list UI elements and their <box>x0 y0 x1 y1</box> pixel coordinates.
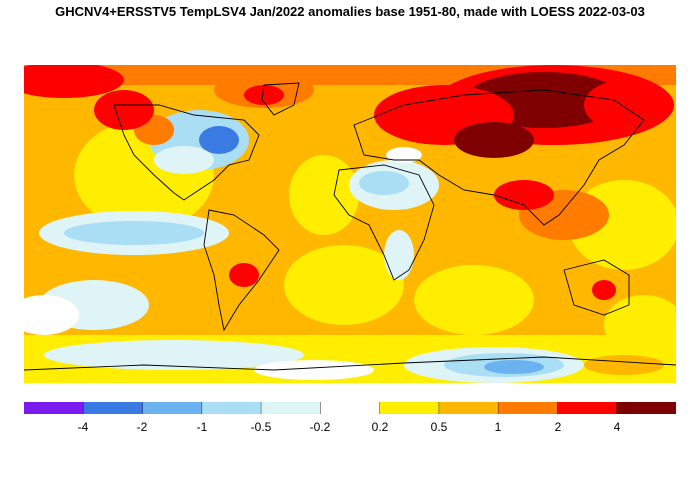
anomaly-region <box>592 280 616 300</box>
coastlines <box>24 82 676 371</box>
anomaly-region <box>254 360 374 380</box>
legend-color-bin <box>438 402 499 414</box>
legend-color-bin <box>379 402 440 414</box>
legend-color-bin <box>83 402 144 414</box>
anomaly-region <box>289 155 359 235</box>
anomaly-region <box>484 360 544 374</box>
legend-color-bin <box>24 402 84 414</box>
legend-tick-label: 2 <box>554 420 562 434</box>
legend-tick-label: 0.2 <box>371 420 389 434</box>
color-legend <box>24 402 676 414</box>
anomaly-region <box>64 221 204 245</box>
anomaly-region <box>384 230 414 280</box>
legend-tick-label: 0.5 <box>430 420 448 434</box>
anomaly-region <box>199 126 239 154</box>
coastline-south-america <box>203 209 280 332</box>
legend-tick-label: -4 <box>77 420 89 434</box>
legend-tick-label: -1 <box>196 420 208 434</box>
coastline-australia <box>563 259 630 316</box>
legend-color-bin <box>557 402 618 414</box>
legend-color-bin <box>261 402 321 414</box>
coastline-eurasia <box>353 89 645 226</box>
anomaly-region <box>386 147 422 163</box>
anomaly-region <box>244 85 284 105</box>
anomaly-region <box>584 355 664 375</box>
coastline-antarctica <box>24 356 676 371</box>
legend-tick-label: -0.5 <box>250 420 272 434</box>
anomaly-region <box>584 80 664 130</box>
anomaly-region <box>24 295 79 335</box>
legend-color-bin <box>498 402 558 414</box>
anomaly-region <box>44 340 304 370</box>
anomaly-map <box>24 65 676 383</box>
coastline-africa <box>333 164 435 281</box>
legend-color-bin <box>201 402 262 414</box>
anomaly-region <box>94 90 154 130</box>
anomaly-region <box>154 146 214 174</box>
legend-color-bin <box>616 402 676 414</box>
legend-tick-label: 1 <box>494 420 502 434</box>
legend-tick-label: -2 <box>136 420 148 434</box>
legend-color-bin <box>320 402 381 414</box>
anomaly-region <box>284 245 404 325</box>
anomaly-region <box>494 180 554 210</box>
legend-tick-label: 4 <box>613 420 621 434</box>
anomaly-region <box>24 65 124 98</box>
coastline-north-america <box>113 104 260 201</box>
map-title: GHCNV4+ERSSTV5 TempLSV4 Jan/2022 anomali… <box>55 4 645 19</box>
coastline-greenland <box>261 82 300 116</box>
legend-color-bin <box>142 402 203 414</box>
anomaly-region <box>454 122 534 158</box>
anomaly-region <box>414 265 534 335</box>
anomaly-region <box>229 263 259 287</box>
legend-tick-labels: -4 -2 -1 -0.5 -0.2 0.2 0.5 1 2 4 <box>24 420 676 440</box>
legend-tick-label: -0.2 <box>309 420 331 434</box>
anomaly-region <box>359 171 409 195</box>
